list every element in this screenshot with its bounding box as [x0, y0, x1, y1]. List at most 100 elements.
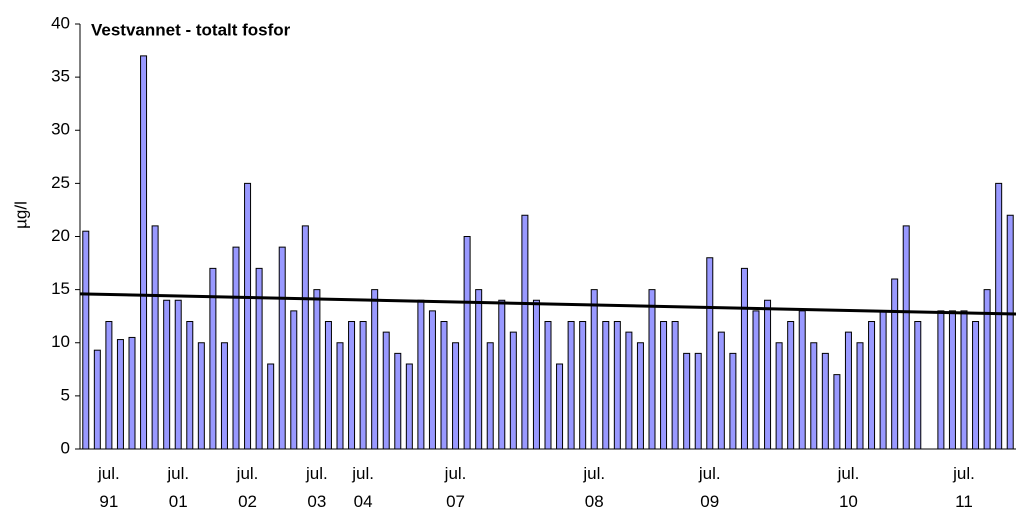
bar: [625, 331, 633, 450]
bar: [371, 289, 379, 450]
bar: [186, 321, 194, 450]
bar: [220, 342, 228, 450]
bar: [382, 331, 390, 450]
bar: [255, 267, 263, 450]
bar: [417, 299, 425, 450]
bar: [498, 299, 506, 450]
bar: [556, 363, 564, 450]
bar: [579, 321, 587, 450]
trend-line: [79, 292, 1016, 316]
x-tick-label: jul. 11: [953, 464, 975, 511]
bar: [105, 321, 113, 450]
bar: [891, 278, 899, 450]
bar: [93, 349, 101, 450]
x-tick-label: jul. 10: [837, 464, 860, 511]
y-tick-label: 30: [51, 120, 70, 139]
bar: [636, 342, 644, 450]
bar: [648, 289, 656, 450]
bar: [764, 299, 772, 450]
bar: [868, 321, 876, 450]
bar: [244, 182, 252, 450]
bar: [452, 342, 460, 450]
bar: [914, 321, 922, 450]
bar: [972, 321, 980, 450]
bar: [879, 310, 887, 450]
bar: [486, 342, 494, 450]
bar: [590, 289, 598, 450]
bar: [810, 342, 818, 450]
bar: [348, 321, 356, 450]
x-tick-label: jul. 91: [98, 464, 120, 511]
bar: [116, 339, 124, 450]
bar: [509, 331, 517, 450]
bar: [463, 236, 471, 450]
bar: [521, 214, 529, 450]
y-axis-label: µg/l: [11, 201, 30, 229]
bar: [82, 230, 90, 450]
bar: [567, 321, 575, 450]
x-tick-label: jul. 01: [167, 464, 190, 511]
bar: [301, 225, 309, 450]
bar: [336, 342, 344, 450]
bar: [359, 321, 367, 450]
chart-title: Vestvannet - totalt fosfor: [91, 20, 291, 39]
bar: [856, 342, 864, 450]
bar: [324, 321, 332, 450]
bar: [267, 363, 275, 450]
bar: [405, 363, 413, 450]
bar: [844, 331, 852, 450]
bar: [163, 299, 171, 450]
bar: [140, 55, 148, 450]
y-tick-label: 5: [61, 385, 70, 404]
bar: [902, 225, 910, 450]
y-tick-label: 10: [51, 332, 70, 351]
x-tick-label: jul. 03: [306, 464, 328, 511]
bar: [787, 321, 795, 450]
bar: [197, 342, 205, 450]
y-tick-label: 15: [51, 279, 70, 298]
bar: [532, 299, 540, 450]
bar: [798, 310, 806, 450]
x-tick-label: jul. 07: [444, 464, 467, 511]
bar: [394, 352, 402, 450]
bar: [694, 352, 702, 450]
bar: [475, 289, 483, 450]
bar: [278, 246, 286, 450]
bar: [313, 289, 321, 450]
y-tick-label: 0: [61, 438, 70, 457]
bar: [544, 321, 552, 450]
bar: [128, 336, 136, 450]
bar: [174, 299, 182, 450]
bar: [752, 310, 760, 450]
bar: [821, 352, 829, 450]
bar: [740, 267, 748, 450]
bar: [613, 321, 621, 450]
bar: [833, 374, 841, 450]
bar: [290, 310, 298, 450]
x-tick-label: jul. 09: [698, 464, 721, 511]
bar: [440, 321, 448, 450]
y-tick-label: 35: [51, 67, 70, 86]
bar: [717, 331, 725, 450]
bar: [995, 182, 1003, 450]
bar: [602, 321, 610, 450]
bar: [151, 225, 159, 450]
bar: [706, 257, 714, 450]
bar: [671, 321, 679, 450]
bar: [1006, 214, 1014, 450]
bar: [960, 310, 968, 450]
x-tick-label: jul. 02: [236, 464, 259, 511]
bar: [948, 310, 956, 450]
bar: [660, 321, 668, 450]
bar: [937, 310, 945, 450]
bar: [683, 352, 691, 450]
bar: [428, 310, 436, 450]
y-tick-label: 40: [51, 13, 70, 32]
y-tick-label: 25: [51, 173, 70, 192]
bar: [775, 342, 783, 450]
bar: [232, 246, 240, 450]
y-tick-label: 20: [51, 226, 70, 245]
x-tick-label: jul. 04: [352, 464, 374, 511]
